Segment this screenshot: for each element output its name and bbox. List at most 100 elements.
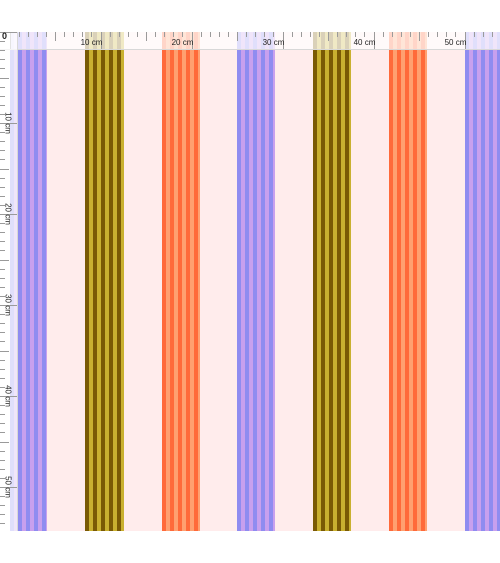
ruler-label-top: 40 cm <box>353 38 376 47</box>
ruler-label-left: 10 cm <box>3 112 13 134</box>
ruler-tick <box>82 32 84 37</box>
stripe-band-olive <box>313 32 351 531</box>
ruler-label-top: 50 cm <box>444 38 467 47</box>
ruler-tick <box>0 32 17 33</box>
ruler-tick <box>164 32 166 37</box>
ruler-tick <box>409 32 411 37</box>
ruler-tick <box>0 150 5 152</box>
ruler-tick <box>91 32 93 37</box>
ruler-tick <box>18 32 20 37</box>
ruler-tick <box>0 259 9 261</box>
ruler-tick <box>0 223 5 225</box>
ruler-tick <box>0 286 5 288</box>
stripe-band-olive <box>85 32 124 531</box>
ruler-tick <box>0 414 5 416</box>
ruler-tick <box>173 32 175 37</box>
ruler-label-top: 10 cm <box>80 38 103 47</box>
ruler-tick <box>446 32 448 37</box>
ruler-tick <box>0 232 5 234</box>
ruler-tick <box>0 487 17 488</box>
ruler-tick <box>346 32 348 37</box>
ruler-tick <box>264 32 266 37</box>
ruler-tick <box>0 241 5 243</box>
ruler-tick <box>0 113 5 115</box>
ruler-label-left: 20 cm <box>3 203 13 225</box>
ruler-tick <box>0 132 5 134</box>
ruler-tick <box>36 32 38 37</box>
ruler-tick <box>55 32 56 41</box>
ruler-tick <box>0 159 5 161</box>
ruler-tick <box>109 32 111 37</box>
ruler-tick <box>227 32 229 37</box>
ruler-tick <box>0 496 5 498</box>
ruler-tick <box>0 377 5 379</box>
ruler-tick <box>0 441 9 443</box>
ruler-tick <box>391 32 393 37</box>
ruler-tick <box>0 86 5 88</box>
ruler-tick <box>182 32 184 37</box>
ruler-tick <box>473 32 475 37</box>
ruler-tick <box>246 32 248 37</box>
ruler-tick <box>437 32 439 37</box>
ruler-tick <box>273 32 275 37</box>
ruler-tick <box>0 95 5 97</box>
fabric-preview <box>10 32 500 531</box>
ruler-tick <box>337 32 339 37</box>
ruler-tick <box>0 68 5 70</box>
ruler-tick <box>0 459 5 461</box>
ruler-tick <box>27 32 29 37</box>
horizontal-ruler: 10 cm 20 cm 30 cm 40 cm 50 cm <box>0 32 500 50</box>
ruler-label-left: 30 cm <box>3 294 13 316</box>
ruler-tick <box>136 32 138 37</box>
ruler-tick <box>0 386 5 388</box>
ruler-tick <box>0 323 5 325</box>
ruler-tick <box>464 32 466 49</box>
ruler-label-left: 40 cm <box>3 385 13 407</box>
ruler-tick <box>0 250 5 252</box>
ruler-tick <box>318 32 320 37</box>
ruler-tick <box>300 32 302 37</box>
stripe-band-blue <box>465 32 500 531</box>
ruler-tick <box>0 305 17 306</box>
ruler-tick <box>0 295 5 297</box>
ruler-tick <box>282 32 284 49</box>
ruler-tick <box>0 186 5 188</box>
ruler-tick <box>0 514 5 516</box>
ruler-tick <box>0 368 5 370</box>
ruler-tick <box>0 477 5 479</box>
ruler-tick <box>0 341 5 343</box>
ruler-tick <box>373 32 375 49</box>
ruler-tick <box>0 396 17 397</box>
ruler-tick <box>491 32 493 37</box>
ruler-tick <box>0 195 5 197</box>
ruler-tick <box>0 277 5 279</box>
ruler-tick <box>0 505 5 507</box>
ruler-tick <box>455 32 457 37</box>
vertical-ruler: 10 cm 20 cm 30 cm 40 cm 50 cm <box>0 32 18 531</box>
ruler-tick <box>0 359 5 361</box>
ruler-tick <box>73 32 75 37</box>
ruler-tick <box>100 32 102 49</box>
ruler-tick <box>400 32 402 37</box>
ruler-tick <box>0 168 9 170</box>
ruler-tick <box>218 32 220 37</box>
ruler-tick <box>0 468 5 470</box>
ruler-tick <box>0 350 9 352</box>
ruler-tick <box>482 32 484 37</box>
ruler-tick <box>118 32 120 37</box>
ruler-tick <box>328 32 329 41</box>
ruler-tick <box>0 332 5 334</box>
ruler-tick <box>0 50 5 52</box>
ruler-origin-label: 0 <box>2 31 8 41</box>
ruler-tick <box>0 423 5 425</box>
ruler-tick <box>0 41 5 43</box>
ruler-tick <box>0 204 5 206</box>
ruler-tick <box>0 268 5 270</box>
ruler-tick <box>0 123 17 124</box>
ruler-tick <box>0 450 5 452</box>
ruler-tick <box>0 177 5 179</box>
ruler-tick <box>291 32 293 37</box>
stripe-band-coral <box>162 32 200 531</box>
ruler-label-top: 20 cm <box>171 38 194 47</box>
ruler-tick <box>0 104 5 106</box>
